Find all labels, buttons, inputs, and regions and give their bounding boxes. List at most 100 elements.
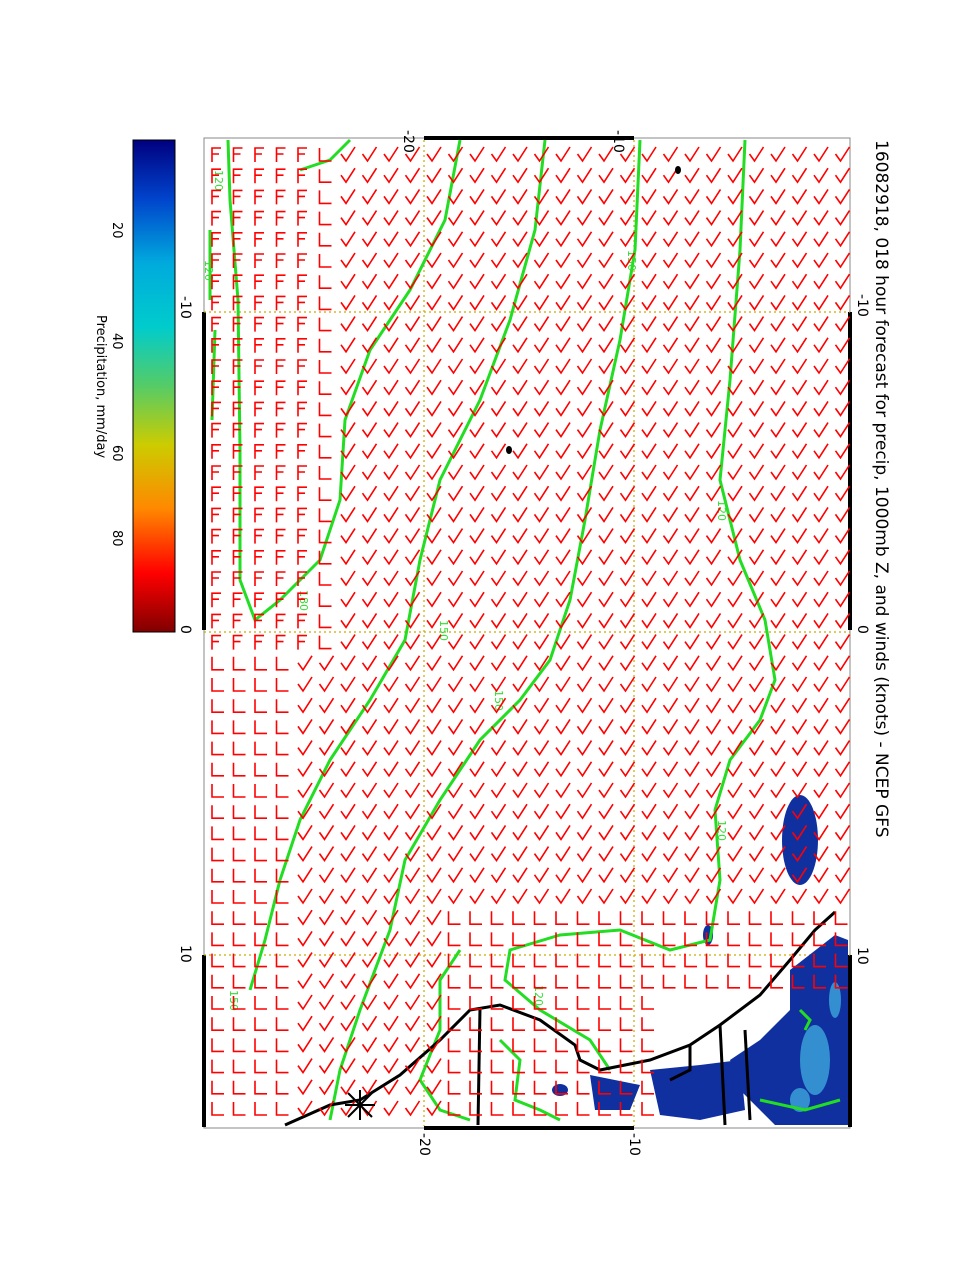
wind-barb [490,655,507,672]
wind-barb [318,1036,335,1053]
wind-barb [447,549,464,566]
wind-barb [555,996,568,1010]
wind-barb [211,720,224,735]
wind-barb [813,337,829,354]
wind-barb [770,846,786,863]
wind-barb [533,1059,547,1074]
wind-barb [641,231,657,248]
wind-barb [555,422,571,439]
wind-barb [791,528,808,545]
wind-barb [619,634,636,651]
wind-barb [512,718,528,735]
wind-barb [641,888,657,905]
wind-barb [275,974,289,989]
wind-barb [297,571,307,586]
wind-barb [834,740,851,757]
wind-barb [490,210,507,227]
wind-barb [469,294,485,311]
wind-barb [533,1038,547,1053]
wind-barb [555,1017,568,1031]
wind-barb [598,996,611,1010]
wind-barb [297,168,307,184]
wind-barb [297,189,307,205]
wind-barb [834,867,851,884]
wind-barb [447,824,464,841]
wind-barb [404,252,421,269]
wind-barb [383,379,399,396]
wind-barb [469,464,485,481]
colorbar-tick: 80 [109,530,124,547]
wind-barb [619,400,636,417]
wind-barb [361,528,378,545]
wind-barb [383,570,399,587]
wind-barb [232,1080,246,1095]
wind-barb [684,294,700,311]
wind-barb [684,485,700,502]
wind-barb [447,485,464,502]
wind-barb [383,506,399,523]
wind-barb [340,464,356,481]
wind-barb [684,549,700,566]
wind-barb [318,888,335,905]
wind-barb [383,443,399,460]
wind-barb [533,1080,547,1095]
wind-barb [297,782,313,799]
wind-barb [318,697,335,714]
wind-barb [770,337,786,354]
wind-barbs [211,146,851,1117]
wind-barb [426,1058,442,1075]
wind-barb [490,443,507,460]
wind-barb [791,188,808,205]
wind-barb [340,400,356,417]
wind-barb [469,273,485,290]
wind-barb [770,549,786,566]
wind-barb [748,888,765,905]
wind-barb [662,485,679,502]
wind-barb [727,273,743,290]
wind-barb [361,761,378,778]
wind-barb [770,294,786,311]
wind-barb [641,932,654,947]
wind-barb [533,996,547,1010]
wind-barb [469,400,485,417]
wind-barb [404,570,421,587]
wind-barb [662,422,679,439]
wind-barb [641,252,657,269]
wind-barb [275,911,289,925]
wind-barb [727,634,743,651]
wind-barb [834,846,851,863]
wind-barb [770,718,786,735]
wind-barb [512,612,528,629]
wind-barb [254,720,267,735]
wind-barb [662,655,679,672]
wind-barb [619,443,636,460]
wind-barb [813,146,829,163]
longitude-tick-labels-right: -10 0 10 [854,294,870,965]
wind-barb [641,974,654,989]
wind-barb [684,528,700,545]
wind-barb [555,932,568,947]
wind-barb [748,294,765,311]
wind-barb [469,761,485,778]
wind-barb [340,358,356,375]
wind-barb [340,1058,356,1075]
wind-barb [275,634,286,650]
wind-barb [705,591,722,608]
wind-barb [727,210,743,227]
wind-barb [555,803,571,820]
wind-barb [813,591,829,608]
wind-barb [211,932,224,947]
wind-barb [447,612,464,629]
wind-barb [404,612,421,629]
wind-barb [254,210,264,226]
wind-barb [727,824,743,841]
wind-barb [254,550,264,565]
wind-barb [318,338,332,353]
wind-barb [361,782,378,799]
wind-barb [684,210,700,227]
wind-barb [641,188,657,205]
wind-barb [211,613,221,629]
contour-line [498,1038,561,1122]
wind-barb [318,718,335,735]
wind-barb [361,888,378,905]
